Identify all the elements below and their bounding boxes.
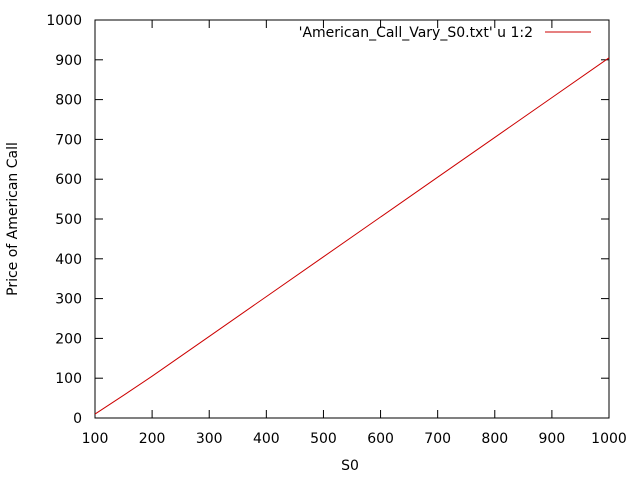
- x-tick-label: 900: [539, 431, 566, 447]
- plot-frame: [94, 19, 610, 419]
- legend-label: 'American_Call_Vary_S0.txt' u 1:2: [299, 25, 533, 41]
- x-tick-label: 400: [253, 431, 280, 447]
- x-tick-label: 300: [196, 431, 223, 447]
- x-tick-label: 1000: [591, 431, 627, 447]
- y-tick-label: 1000: [46, 13, 82, 29]
- y-tick-label: 400: [55, 252, 82, 268]
- series-layer: [94, 57, 610, 415]
- x-tick-label: 500: [310, 431, 337, 447]
- x-tick-labels: 100 200 300 400 500 600 700 800 900 1000: [82, 431, 627, 447]
- y-tick-label: 900: [55, 53, 82, 69]
- y-tick-label: 0: [73, 411, 82, 427]
- tick-marks: [94, 19, 610, 419]
- x-tick-label: 600: [367, 431, 394, 447]
- x-tick-label: 200: [139, 431, 166, 447]
- y-tick-label: 600: [55, 172, 82, 188]
- y-tick-label: 100: [55, 371, 82, 387]
- y-tick-label: 200: [55, 331, 82, 347]
- y-tick-label: 500: [55, 212, 82, 228]
- y-axis-label: Price of American Call: [5, 142, 21, 296]
- y-tick-label: 700: [55, 132, 82, 148]
- y-tick-label: 300: [55, 292, 82, 308]
- x-tick-label: 100: [82, 431, 109, 447]
- x-tick-label: 700: [424, 431, 451, 447]
- legend: 'American_Call_Vary_S0.txt' u 1:2: [299, 25, 591, 41]
- x-tick-label: 800: [481, 431, 508, 447]
- y-tick-label: 800: [55, 93, 82, 109]
- x-axis-label: S0: [341, 458, 359, 474]
- y-tick-labels: 0 100 200 300 400 500 600 700 800 900 1000: [46, 13, 82, 427]
- series-line-0: [94, 57, 610, 415]
